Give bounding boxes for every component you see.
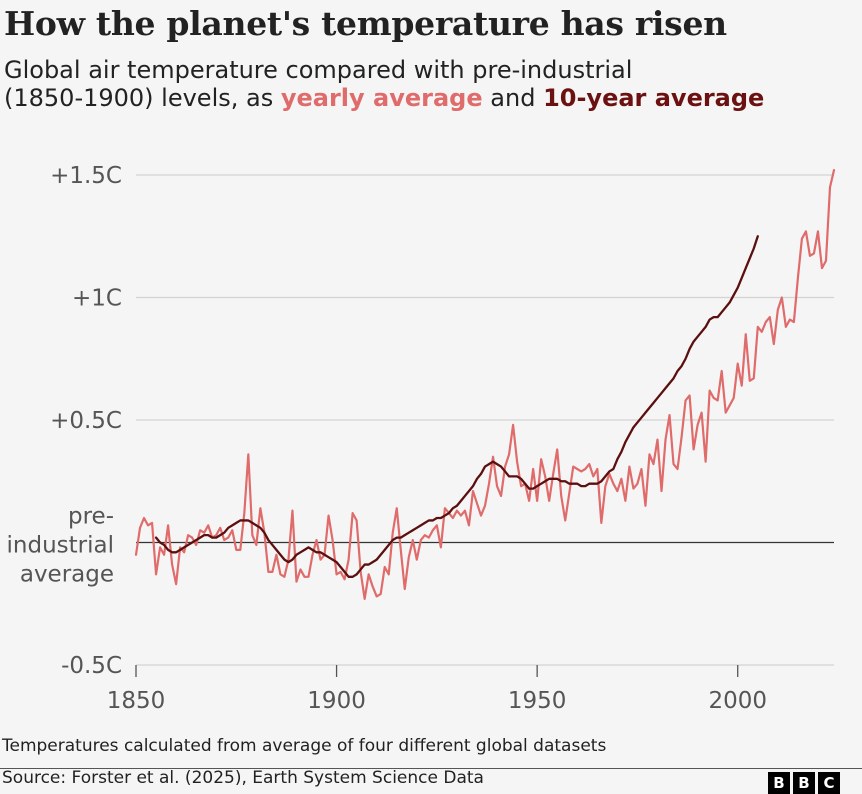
source-text: Source: Forster et al. (2025), Earth Sys… — [2, 768, 484, 788]
legend-yearly-average: yearly average — [280, 84, 483, 112]
logo-letter-2: B — [793, 772, 815, 794]
logo-letter-3: C — [818, 772, 840, 794]
baseline-label: industrial — [7, 533, 114, 559]
y-tick-label: -0.5C — [61, 653, 122, 679]
legend-10-year-average: 10-year average — [543, 84, 765, 112]
y-tick-label: +0.5C — [50, 408, 122, 434]
baseline-label: average — [20, 562, 114, 588]
footnote: Temperatures calculated from average of … — [2, 736, 607, 756]
subtitle-line-2: (1850-1900) levels, as yearly average an… — [4, 84, 764, 112]
x-tick-label: 1850 — [107, 688, 166, 714]
x-tick-label: 2000 — [708, 688, 767, 714]
source-divider — [0, 768, 862, 769]
yearly-average-line — [134, 169, 836, 600]
ten-year-average-line — [154, 235, 759, 578]
y-tick-label: +1.5C — [50, 163, 122, 189]
subtitle-line-1: Global air temperature compared with pre… — [4, 56, 633, 84]
temperature-chart: +1.5C +1C +0.5C -0.5C pre-industrial average 1… — [7, 163, 836, 714]
bbc-logo: B B C — [768, 772, 840, 794]
chart-title: How the planet's temperature has risen — [4, 4, 727, 43]
x-tick-label: 1900 — [307, 688, 366, 714]
logo-letter-1: B — [768, 772, 790, 794]
baseline-label: pre- — [68, 504, 114, 530]
chart-subtitle: Global air temperature compared with pre… — [4, 56, 764, 112]
subtitle-prefix: (1850-1900) levels, as — [4, 84, 281, 112]
subtitle-joiner: and — [482, 84, 544, 112]
x-tick-label: 1950 — [508, 688, 567, 714]
y-tick-label: +1C — [72, 286, 122, 312]
